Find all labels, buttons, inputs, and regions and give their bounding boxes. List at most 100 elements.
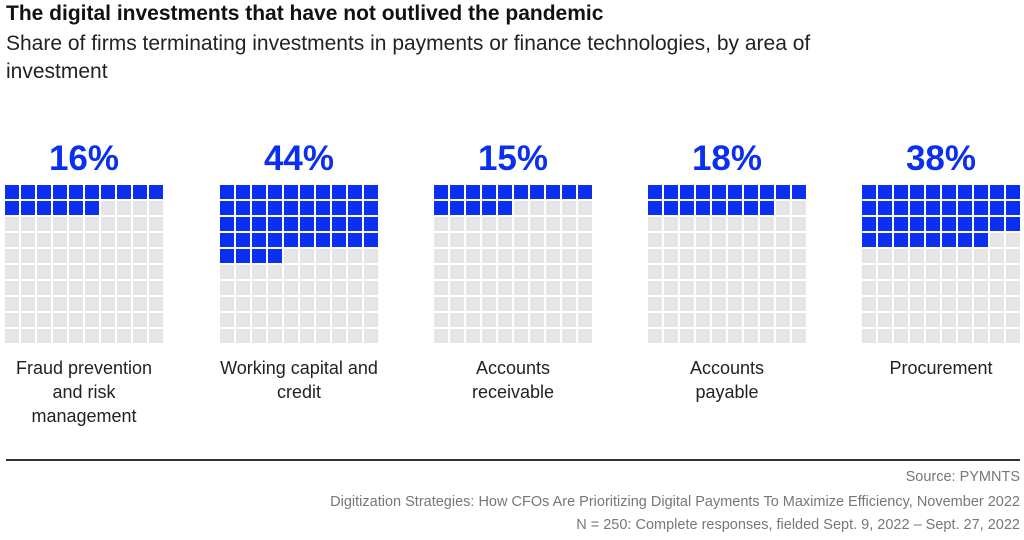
filled-cell bbox=[958, 217, 972, 231]
empty-cell bbox=[926, 313, 940, 327]
empty-cell bbox=[466, 233, 480, 247]
empty-cell bbox=[117, 265, 131, 279]
filled-cell bbox=[974, 201, 988, 215]
empty-cell bbox=[776, 201, 790, 215]
filled-cell bbox=[664, 185, 678, 199]
empty-cell bbox=[792, 233, 806, 247]
empty-cell bbox=[942, 249, 956, 263]
filled-cell bbox=[348, 185, 362, 199]
filled-cell bbox=[53, 185, 67, 199]
empty-cell bbox=[498, 281, 512, 295]
empty-cell bbox=[53, 265, 67, 279]
empty-cell bbox=[664, 281, 678, 295]
empty-cell bbox=[514, 217, 528, 231]
empty-cell bbox=[252, 281, 266, 295]
filled-cell bbox=[664, 201, 678, 215]
empty-cell bbox=[744, 297, 758, 311]
empty-cell bbox=[85, 233, 99, 247]
empty-cell bbox=[712, 313, 726, 327]
empty-cell bbox=[117, 329, 131, 343]
empty-cell bbox=[776, 329, 790, 343]
empty-cell bbox=[958, 297, 972, 311]
divider bbox=[6, 459, 1020, 461]
empty-cell bbox=[466, 281, 480, 295]
filled-cell bbox=[37, 201, 51, 215]
empty-cell bbox=[434, 233, 448, 247]
filled-cell bbox=[316, 233, 330, 247]
empty-cell bbox=[546, 313, 560, 327]
empty-cell bbox=[648, 265, 662, 279]
empty-cell bbox=[744, 249, 758, 263]
filled-cell bbox=[1006, 201, 1020, 215]
empty-cell bbox=[578, 217, 592, 231]
empty-cell bbox=[5, 313, 19, 327]
empty-cell bbox=[85, 217, 99, 231]
filled-cell bbox=[85, 201, 99, 215]
empty-cell bbox=[760, 313, 774, 327]
filled-cell bbox=[776, 185, 790, 199]
filled-cell bbox=[926, 185, 940, 199]
empty-cell bbox=[220, 297, 234, 311]
empty-cell bbox=[450, 265, 464, 279]
empty-cell bbox=[712, 217, 726, 231]
filled-cell bbox=[252, 233, 266, 247]
empty-cell bbox=[498, 313, 512, 327]
empty-cell bbox=[1006, 313, 1020, 327]
empty-cell bbox=[332, 329, 346, 343]
filled-cell bbox=[300, 217, 314, 231]
empty-cell bbox=[498, 233, 512, 247]
empty-cell bbox=[546, 265, 560, 279]
empty-cell bbox=[5, 297, 19, 311]
empty-cell bbox=[728, 281, 742, 295]
empty-cell bbox=[546, 217, 560, 231]
empty-cell bbox=[578, 329, 592, 343]
empty-cell bbox=[5, 217, 19, 231]
empty-cell bbox=[498, 329, 512, 343]
filled-cell bbox=[942, 185, 956, 199]
empty-cell bbox=[530, 281, 544, 295]
empty-cell bbox=[562, 201, 576, 215]
filled-cell bbox=[498, 201, 512, 215]
empty-cell bbox=[728, 329, 742, 343]
filled-cell bbox=[792, 185, 806, 199]
empty-cell bbox=[133, 329, 147, 343]
empty-cell bbox=[450, 313, 464, 327]
category-label: Accounts payable bbox=[689, 358, 765, 402]
filled-cell bbox=[364, 233, 378, 247]
empty-cell bbox=[990, 249, 1004, 263]
empty-cell bbox=[562, 249, 576, 263]
empty-cell bbox=[648, 233, 662, 247]
empty-cell bbox=[284, 329, 298, 343]
empty-cell bbox=[482, 329, 496, 343]
filled-cell bbox=[21, 185, 35, 199]
empty-cell bbox=[53, 281, 67, 295]
empty-cell bbox=[466, 265, 480, 279]
empty-cell bbox=[974, 313, 988, 327]
filled-cell bbox=[332, 217, 346, 231]
empty-cell bbox=[712, 265, 726, 279]
filled-cell bbox=[760, 185, 774, 199]
empty-cell bbox=[21, 313, 35, 327]
filled-cell bbox=[236, 217, 250, 231]
empty-cell bbox=[450, 297, 464, 311]
empty-cell bbox=[316, 329, 330, 343]
empty-cell bbox=[680, 265, 694, 279]
empty-cell bbox=[958, 265, 972, 279]
empty-cell bbox=[21, 281, 35, 295]
empty-cell bbox=[514, 201, 528, 215]
empty-cell bbox=[316, 297, 330, 311]
empty-cell bbox=[562, 233, 576, 247]
empty-cell bbox=[5, 281, 19, 295]
empty-cell bbox=[1006, 329, 1020, 343]
empty-cell bbox=[284, 297, 298, 311]
filled-cell bbox=[910, 185, 924, 199]
empty-cell bbox=[498, 217, 512, 231]
filled-cell bbox=[878, 233, 892, 247]
empty-cell bbox=[910, 329, 924, 343]
empty-cell bbox=[760, 265, 774, 279]
filled-cell bbox=[85, 185, 99, 199]
empty-cell bbox=[530, 217, 544, 231]
empty-cell bbox=[680, 281, 694, 295]
empty-cell bbox=[21, 217, 35, 231]
